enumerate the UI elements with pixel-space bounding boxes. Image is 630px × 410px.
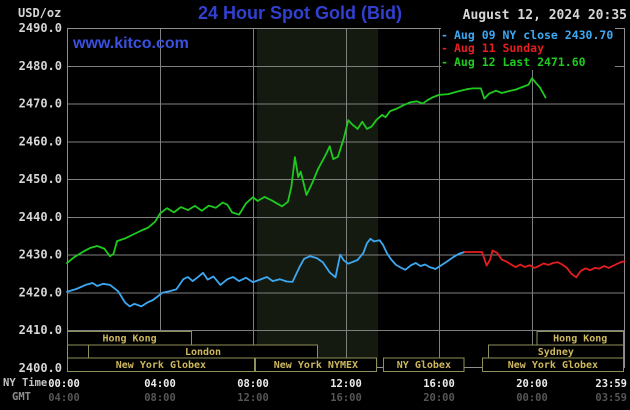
y-tick-label: 2470.0 xyxy=(19,97,62,111)
page-title: 24 Hour Spot Gold (Bid) xyxy=(198,3,402,23)
ny-time-tick: 08:00 xyxy=(237,378,269,390)
session-label: London xyxy=(185,347,221,358)
y-tick-label: 2480.0 xyxy=(19,59,62,73)
session-box xyxy=(254,357,377,372)
x-axis-labels: 00:00 04:00 04:00 08:00 08:00 12:00 12:00 16:00… xyxy=(48,378,627,404)
y-tick-label: 2450.0 xyxy=(19,172,62,186)
session-box xyxy=(482,357,624,372)
gridlines xyxy=(67,28,625,368)
shaded-band-rect xyxy=(256,28,379,368)
y-tick-label: 2410.0 xyxy=(19,323,62,337)
y-tick-label: 2490.0 xyxy=(19,21,62,35)
y-tick-label: 2420.0 xyxy=(19,285,62,299)
session-label: Hong Kong xyxy=(102,334,156,345)
gmt-axis-label: GMT xyxy=(12,391,31,403)
legend-item-2: - Aug 12 Last 2471.60 xyxy=(441,54,613,69)
ny-time-tick: 20:00 xyxy=(516,378,548,390)
legend-label: Aug 09 NY close 2430.70 xyxy=(454,28,614,42)
legend-dash-marker: - xyxy=(441,54,448,69)
session-label: Sydney xyxy=(538,347,574,358)
ny-time-tick: 23:59 xyxy=(595,378,627,390)
gmt-tick: 08:00 xyxy=(144,392,176,404)
gmt-tick: 20:00 xyxy=(423,392,455,404)
session-label: Hong Kong xyxy=(553,334,607,345)
session-label: New York NYMEX xyxy=(274,360,358,371)
y-tick-label: 2400.0 xyxy=(19,361,62,375)
legend-dash-marker: - xyxy=(441,41,448,56)
session-label: New York Globex xyxy=(508,360,598,371)
gmt-tick: 16:00 xyxy=(330,392,362,404)
ny-time-axis-label: NY Time xyxy=(3,377,48,389)
ny-time-tick: 04:00 xyxy=(144,378,176,390)
legend-item-1: - Aug 11 Sunday xyxy=(441,41,613,56)
nymex-shaded-band xyxy=(256,28,379,368)
y-tick-label: 2430.0 xyxy=(19,248,62,262)
legend-item-0: - Aug 09 NY close 2430.70 xyxy=(441,28,614,42)
series-line-1 xyxy=(463,249,626,279)
gmt-tick: 00:00 xyxy=(516,392,548,404)
y-tick-label: 2460.0 xyxy=(19,134,62,148)
legend-label: Aug 12 Last 2471.60 xyxy=(454,54,586,69)
session-label: NY Globex xyxy=(397,360,451,371)
series-line-2 xyxy=(66,77,547,264)
session-box xyxy=(67,357,255,372)
session-label: New York Globex xyxy=(116,360,206,371)
ny-time-tick: 12:00 xyxy=(330,378,362,390)
y-tick-label: 2440.0 xyxy=(19,210,62,224)
legend-dash-marker: - xyxy=(441,28,448,42)
gmt-tick: 03:59 xyxy=(595,392,627,404)
session-box xyxy=(383,357,465,372)
ny-time-tick: 00:00 xyxy=(48,378,80,390)
series-line-0 xyxy=(66,237,466,308)
market-session-boxes: Hong Kong Hong Kong London Sydney New York G… xyxy=(67,331,624,372)
gmt-tick: 12:00 xyxy=(237,392,269,404)
gmt-tick: 04:00 xyxy=(48,392,80,404)
kitco-watermark-link[interactable]: www.kitco.com xyxy=(73,35,189,52)
legend: - Aug 09 NY close 2430.70- Aug 11 Sunday - A… xyxy=(441,28,616,71)
datetime-label: August 12, 2024 20:35 xyxy=(462,8,627,23)
legend-label: Aug 11 Sunday xyxy=(454,41,545,56)
ny-time-tick: 16:00 xyxy=(423,378,455,390)
price-lines xyxy=(66,77,626,308)
y-axis-labels: 2490.0 2480.0 2470.0 2460.0 2450.0 2440.0 2430… xyxy=(19,21,62,375)
units-label: USD/oz xyxy=(18,6,62,20)
